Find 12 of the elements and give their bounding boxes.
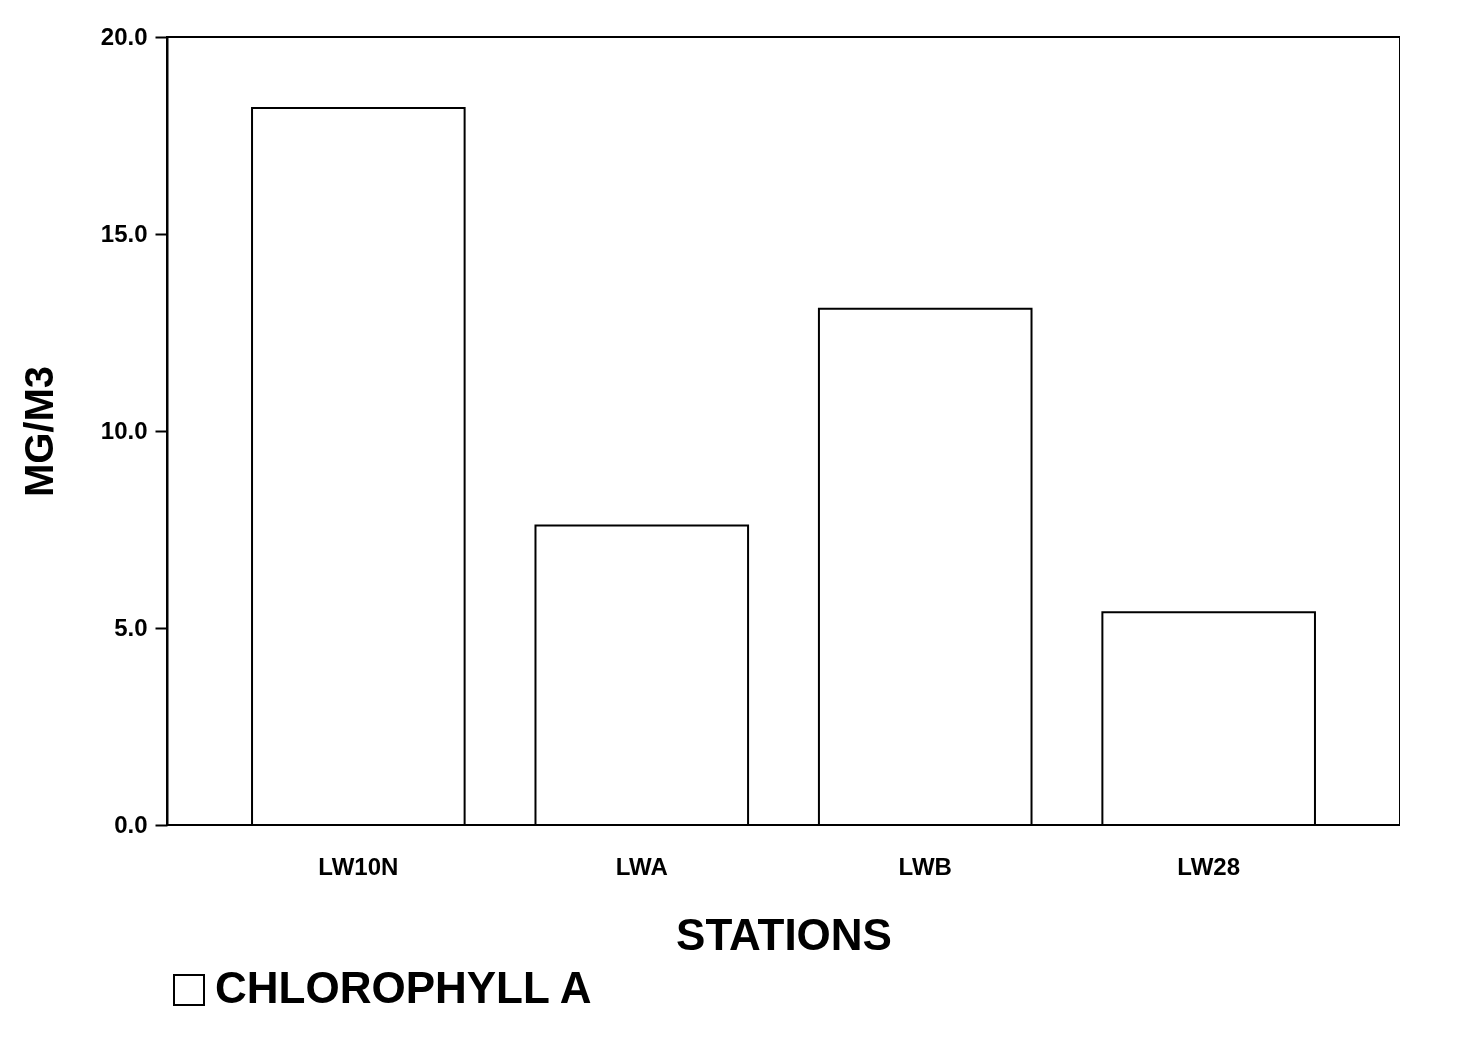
y-tick-label: 10.0	[100, 416, 148, 444]
x-tick-label: LWA	[615, 852, 668, 880]
x-tick-label: LWB	[898, 852, 952, 880]
legend-label: CHLOROPHYLL A	[215, 963, 592, 1012]
y-tick-label: 5.0	[114, 613, 148, 641]
x-axis-title: STATIONS	[676, 909, 892, 959]
y-tick-label: 0.0	[114, 810, 148, 838]
x-tick-label: LW28	[1177, 852, 1241, 880]
y-tick-label: 15.0	[100, 219, 148, 247]
x-tick-label: LW10N	[318, 852, 399, 880]
y-axis-title: MG/M3	[16, 365, 61, 498]
y-tick-label: 20.0	[100, 22, 148, 50]
